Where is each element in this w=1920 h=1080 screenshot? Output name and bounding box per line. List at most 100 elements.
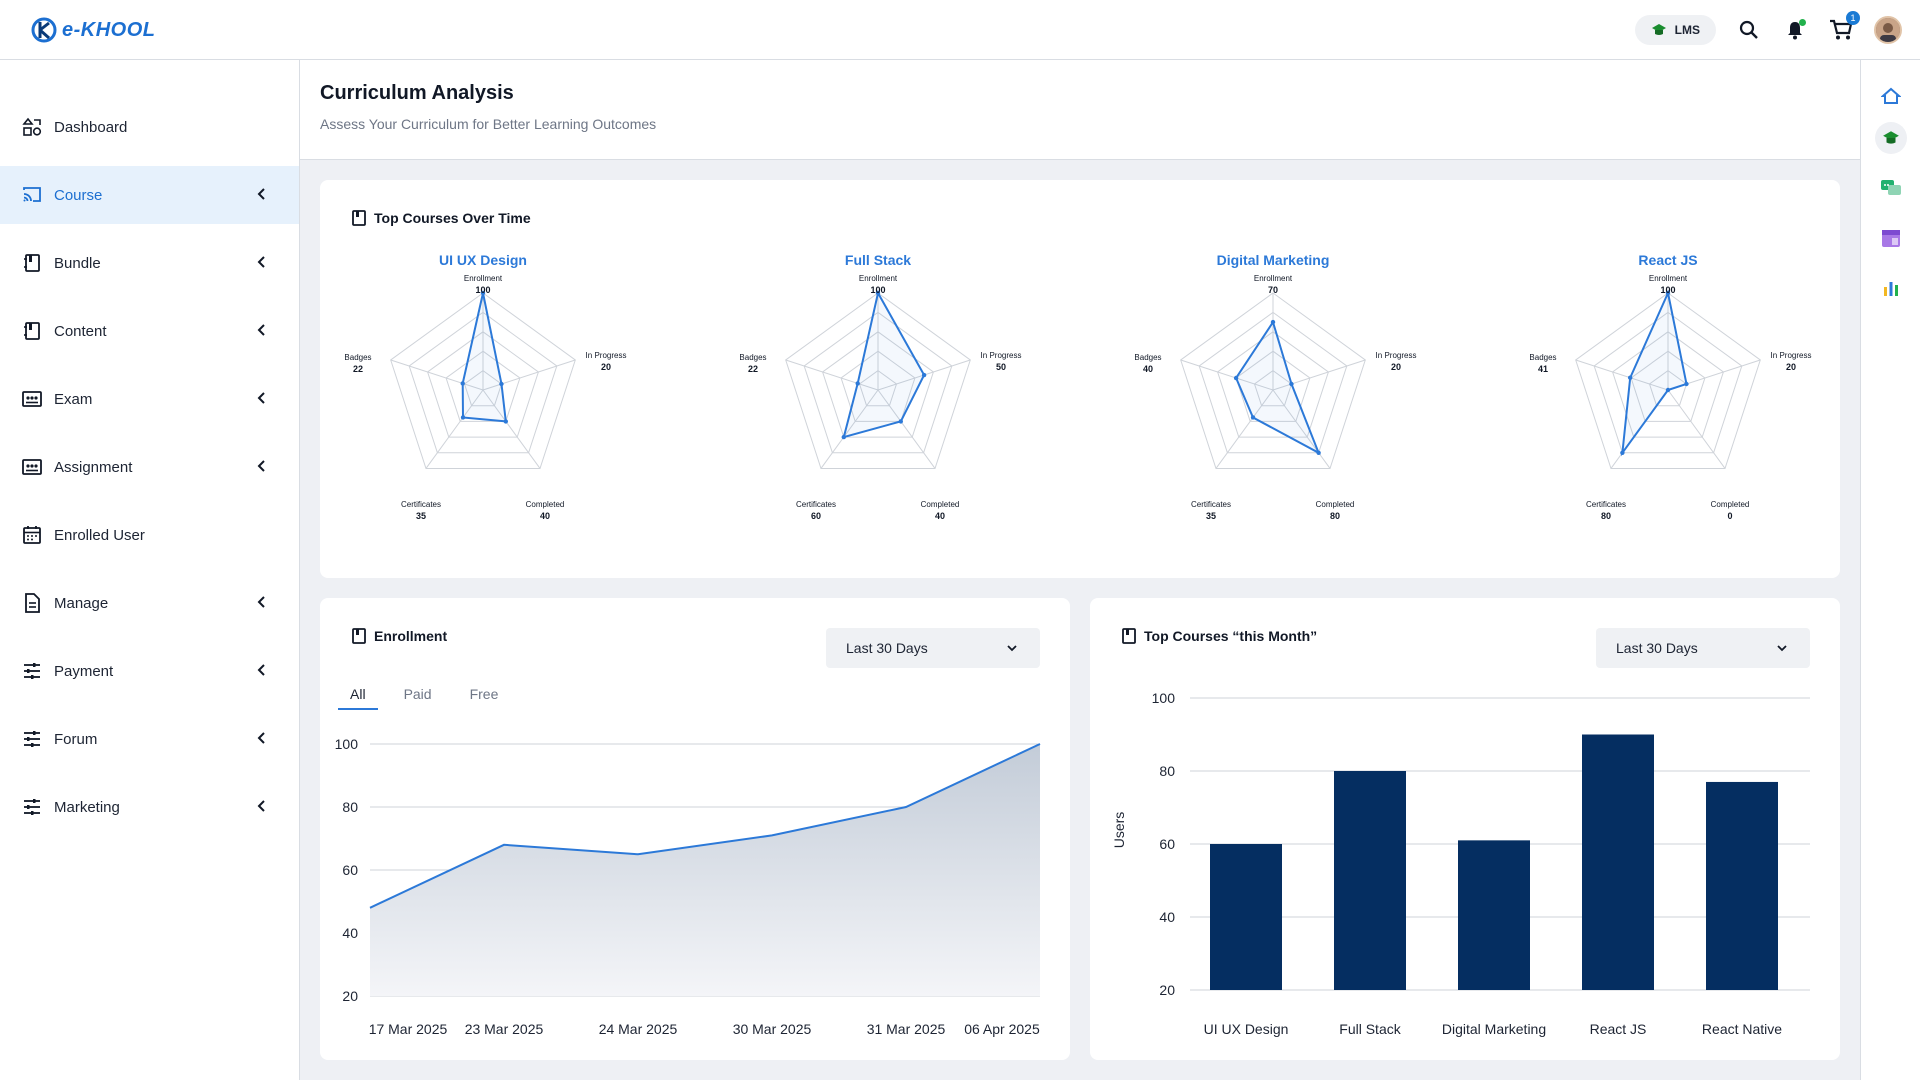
enrollment-card: Enrollment Last 30 Days All Paid Free 20 40… <box>320 598 1070 1060</box>
radar-grid-ring <box>408 311 558 454</box>
notebook-icon <box>1122 628 1136 644</box>
quick-access-rail <box>1860 60 1920 1080</box>
top-courses-month-card: Top Courses “this Month” Last 30 Days 20… <box>1090 598 1840 1060</box>
radar-axis-label: In Progress <box>1376 351 1417 360</box>
sliders-icon <box>22 729 42 749</box>
series-line <box>369 743 1041 909</box>
radar-spoke <box>482 389 541 469</box>
radar-grid-ring <box>1180 292 1366 469</box>
radar-grid-ring <box>1217 331 1329 438</box>
area-fill <box>370 744 1040 996</box>
month-card-title: Top Courses “this Month” <box>1144 628 1318 644</box>
radar-value-label: 35 <box>1206 511 1216 521</box>
radar-point <box>480 290 486 296</box>
chevron-left-icon <box>255 731 269 745</box>
cart-button[interactable]: 1 <box>1828 11 1860 43</box>
radar-grid-ring <box>463 369 503 407</box>
radar-value-label: 100 <box>1660 285 1675 295</box>
sidebar-item-assignment[interactable]: Assignment <box>0 438 299 496</box>
radar-spoke <box>390 359 484 391</box>
sidebar-item-label: Assignment <box>54 458 133 476</box>
sidebar-item-label: Marketing <box>54 798 120 816</box>
radar-point <box>1233 375 1239 381</box>
tab-paid[interactable]: Paid <box>403 686 432 702</box>
month-period-select[interactable]: Last 30 Days <box>1596 628 1810 668</box>
radar-axis-label: Certificates <box>1191 500 1231 509</box>
enrollment-tabs: All Paid Free <box>338 686 524 710</box>
radar-value-label: 0 <box>1727 511 1732 521</box>
radar-point <box>503 419 509 424</box>
month-card-header: Top Courses “this Month” <box>1122 628 1317 644</box>
radar-spoke <box>1575 359 1669 391</box>
calendar-icon <box>22 525 42 545</box>
top-courses-over-time-card: Top Courses Over Time UI UX Design Full S… <box>320 180 1840 578</box>
logo[interactable]: e-KHOOL <box>30 14 156 46</box>
sidebar-item-bundle[interactable]: Bundle <box>0 234 299 292</box>
sidebar-item-payment[interactable]: Payment <box>0 642 299 700</box>
radar-value-label: 80 <box>1330 511 1340 521</box>
tab-free[interactable]: Free <box>469 686 499 702</box>
radar-grid-ring <box>785 292 971 469</box>
radar-title: React JS <box>1638 252 1698 268</box>
x-tick-label: React Native <box>1702 1021 1782 1037</box>
enrollment-area-chart: 20 40 60 80 100 17 Mar 2025 23 Mar 2025 24 Mar … <box>335 736 1041 1037</box>
sidebar-item-label: Bundle <box>54 254 101 272</box>
radar-charts: Enrollment 100 In Progress 20 Completed 40 Cer… <box>344 274 1811 521</box>
sidebar-item-forum[interactable]: Forum <box>0 710 299 768</box>
y-tick-label: 100 <box>1152 690 1176 706</box>
sidebar-item-course[interactable]: Course <box>0 166 299 224</box>
board-icon <box>22 457 42 477</box>
sidebar-item-dashboard[interactable]: Dashboard <box>0 98 299 156</box>
radar-value-label: 70 <box>1268 285 1278 295</box>
rail-reports[interactable] <box>1875 272 1907 304</box>
radar-series <box>1234 319 1321 455</box>
sidebar-item-exam[interactable]: Exam <box>0 370 299 428</box>
chat-icon <box>1881 180 1901 195</box>
radar-axis-label: Completed <box>921 500 960 509</box>
chevron-left-icon <box>255 323 269 337</box>
bar <box>1706 781 1778 990</box>
notebook-icon <box>352 628 366 644</box>
sidebar-item-enrolled-user[interactable]: Enrolled User <box>0 506 299 564</box>
radar-value-label: 60 <box>811 511 821 521</box>
radar-grid-ring <box>803 311 953 454</box>
notebook-icon <box>352 210 366 226</box>
radar-point <box>1665 290 1671 296</box>
search-button[interactable] <box>1736 17 1762 43</box>
radar-point <box>875 290 881 296</box>
bar-chart-icon <box>1884 282 1898 296</box>
sidebar-item-content[interactable]: Content <box>0 302 299 360</box>
rail-calendar[interactable] <box>1875 222 1907 254</box>
avatar[interactable] <box>1874 16 1902 44</box>
radar-axis-label: Enrollment <box>464 274 503 283</box>
rail-chat[interactable] <box>1875 172 1907 204</box>
chevron-left-icon <box>255 255 269 269</box>
chevron-left-icon <box>255 459 269 473</box>
radar-spoke <box>425 389 484 469</box>
rail-lms[interactable] <box>1875 122 1907 154</box>
sidebar-item-manage[interactable]: Manage <box>0 574 299 632</box>
tab-all[interactable]: All <box>338 686 378 710</box>
lms-switch[interactable]: LMS <box>1634 15 1716 45</box>
enrollment-card-header: Enrollment <box>352 628 447 644</box>
enrollment-title: Enrollment <box>374 628 448 644</box>
radar-grid-ring <box>858 369 898 407</box>
radar-grid-ring <box>445 350 521 422</box>
sidebar-item-marketing[interactable]: Marketing <box>0 778 299 836</box>
radar-point <box>1627 375 1633 380</box>
radar-axis-label: Enrollment <box>859 274 898 283</box>
radar-axis-label: Completed <box>1711 500 1750 509</box>
x-tick-label: 06 Apr 2025 <box>964 1021 1040 1037</box>
home-icon <box>1881 87 1901 104</box>
page-subtitle: Assess Your Curriculum for Better Learni… <box>320 116 657 132</box>
radar-value-label: 40 <box>1143 364 1153 374</box>
notifications-button[interactable] <box>1782 17 1808 43</box>
chevron-left-icon <box>255 595 269 609</box>
rail-home[interactable] <box>1875 80 1907 112</box>
radar-grid-ring <box>1253 369 1293 407</box>
radar-grid-ring <box>822 331 934 438</box>
enrollment-period-select[interactable]: Last 30 Days <box>826 628 1040 668</box>
bar <box>1458 840 1530 990</box>
radar-grid-ring <box>1575 292 1761 469</box>
y-tick-label: 80 <box>342 799 358 815</box>
